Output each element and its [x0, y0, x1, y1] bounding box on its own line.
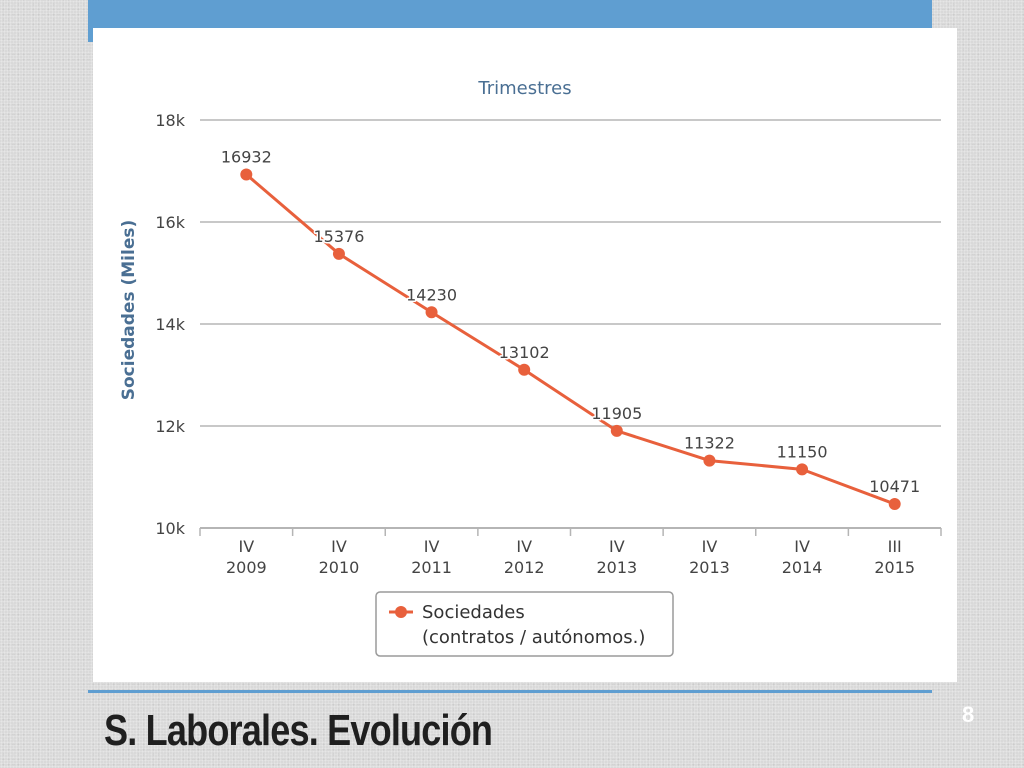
slide-number: 8	[962, 702, 975, 727]
legend-label-line1: Sociedades	[422, 602, 525, 623]
data-label: 13102	[499, 343, 550, 362]
data-label: 16932	[221, 147, 272, 166]
y-tick-label: 18k	[155, 111, 185, 130]
data-label: 11150	[777, 442, 828, 461]
x-tick-label-year: 2009	[226, 558, 267, 577]
chart-legend: Sociedades (contratos / autónomos.)	[375, 591, 674, 657]
y-tick-label: 10k	[155, 519, 185, 538]
data-point[interactable]	[425, 306, 438, 319]
x-tick-label-year: 2013	[596, 558, 637, 577]
x-tick-label-year: 2011	[411, 558, 452, 577]
data-point[interactable]	[332, 247, 345, 260]
x-tick-label-quarter: IV	[331, 537, 347, 556]
x-tick-label-year: 2012	[504, 558, 545, 577]
legend-box	[375, 591, 674, 657]
data-point[interactable]	[518, 363, 531, 376]
x-tick-label-quarter: IV	[516, 537, 532, 556]
top-accent-bar	[88, 0, 932, 28]
data-point[interactable]	[610, 424, 623, 437]
x-tick-label-quarter: IV	[702, 537, 718, 556]
y-tick-label: 12k	[155, 417, 185, 436]
x-tick-label-year: 2010	[319, 558, 360, 577]
slide-title: S. Laborales. Evolución	[104, 706, 493, 755]
y-tick-label: 16k	[155, 213, 185, 232]
x-tick-label-year: 2014	[782, 558, 823, 577]
legend-label-line2: (contratos / autónomos.)	[422, 627, 645, 648]
data-point[interactable]	[240, 168, 253, 181]
chart-title: Trimestres	[477, 78, 571, 99]
x-tick-label-quarter: IV	[424, 537, 440, 556]
bottom-accent-rule	[88, 690, 932, 693]
data-point[interactable]	[703, 454, 716, 467]
x-tick-label-year: 2015	[874, 558, 915, 577]
data-point[interactable]	[888, 497, 901, 510]
chart-panel: Trimestres Sociedades (Miles) 10k 12k 14k 1…	[93, 28, 957, 682]
x-tick-label-quarter: IV	[238, 537, 254, 556]
line-chart: Trimestres Sociedades (Miles) 10k 12k 14k 1…	[119, 78, 942, 657]
x-tick-label-quarter: IV	[609, 537, 625, 556]
data-label: 11905	[591, 404, 642, 423]
x-tick-label-quarter: III	[888, 537, 902, 556]
series-line	[245, 173, 896, 506]
data-label: 14230	[406, 285, 457, 304]
data-point[interactable]	[796, 463, 809, 476]
y-tick-label: 14k	[155, 315, 185, 334]
data-label: 11322	[684, 434, 735, 453]
x-tick-label-year: 2013	[689, 558, 730, 577]
x-tick-label-quarter: IV	[794, 537, 810, 556]
data-label: 15376	[313, 227, 364, 246]
data-label: 10471	[869, 477, 920, 496]
legend-point-marker	[395, 606, 407, 618]
top-accent-bar-edge	[88, 0, 93, 42]
y-axis-label: Sociedades (Miles)	[119, 220, 139, 401]
